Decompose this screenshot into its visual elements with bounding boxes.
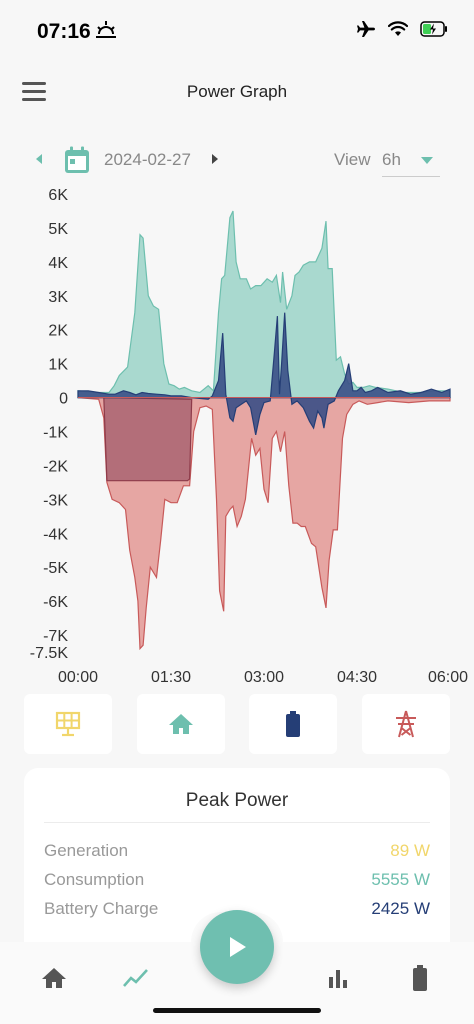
dropdown-arrow-icon	[421, 157, 433, 164]
legend-toggles	[24, 694, 450, 754]
wifi-icon	[388, 21, 408, 36]
x-tick-label: 06:00	[428, 669, 468, 686]
y-tick-label: 0	[59, 391, 68, 408]
x-tick-label: 00:00	[58, 669, 98, 686]
series-area-battery	[77, 312, 451, 436]
toggle-battery-button[interactable]	[249, 694, 338, 754]
battery-icon	[413, 965, 427, 991]
battery-icon	[286, 711, 301, 737]
sunrise-icon	[96, 21, 116, 38]
y-tick-label: 5K	[48, 221, 68, 238]
view-range-value: 6h	[382, 150, 401, 169]
y-tick-label: -2K	[43, 458, 68, 475]
y-tick-label: -5K	[43, 560, 68, 577]
menu-icon	[22, 82, 46, 85]
next-date-button[interactable]	[208, 150, 222, 168]
airplane-icon	[357, 21, 375, 37]
status-time: 07:16	[37, 20, 91, 43]
y-tick-label: 6K	[48, 187, 68, 204]
nav-battery-button[interactable]	[398, 960, 442, 996]
power-graph-chart[interactable]: 6K 5K 4K 3K 2K 1K 0 -1K -2K -3K -4K -5K -6K -7K-7.5K 0…	[0, 180, 474, 690]
peak-row-battery-charge: Battery Charge 2425 W	[44, 899, 430, 923]
view-range-select[interactable]: 6h	[382, 146, 440, 177]
y-tick-label: 1K	[48, 357, 68, 374]
y-tick-label: 3K	[48, 289, 68, 306]
peak-value: 89 W	[390, 841, 430, 860]
y-tick-label: -3K	[43, 492, 68, 509]
y-tick-label: 2K	[48, 323, 68, 340]
power-tower-icon	[395, 710, 416, 738]
peak-value: 5555 W	[371, 870, 430, 889]
view-label: View	[334, 150, 371, 169]
y-tick-label: -7K	[43, 628, 68, 645]
peak-value: 2425 W	[371, 899, 430, 918]
toggle-grid-button[interactable]	[361, 694, 450, 754]
calendar-icon[interactable]	[64, 146, 90, 174]
series-area-consumption	[77, 210, 451, 399]
divider	[44, 822, 430, 823]
nav-stats-button[interactable]	[316, 960, 360, 996]
y-tick-label: 4K	[48, 255, 68, 272]
y-tick-label: -6K	[43, 594, 68, 611]
play-icon	[230, 937, 246, 957]
date-navigation: 2024-02-27 View 6h	[0, 142, 474, 178]
previous-date-button[interactable]	[32, 150, 46, 168]
status-bar: 07:16	[0, 0, 474, 60]
y-tick-label: -4K	[43, 526, 68, 543]
selected-date[interactable]: 2024-02-27	[104, 150, 191, 169]
series-area-grid_import_overlap	[103, 396, 193, 482]
peak-label: Generation	[44, 841, 129, 860]
home-indicator	[153, 1008, 321, 1013]
peak-row-consumption: Consumption 5555 W	[44, 870, 430, 894]
nav-graph-button[interactable]	[114, 960, 158, 996]
solar-panel-icon	[55, 711, 81, 737]
play-button[interactable]	[200, 910, 274, 984]
header: Power Graph	[0, 70, 474, 114]
toggle-generation-button[interactable]	[24, 694, 112, 754]
home-icon	[168, 714, 193, 734]
x-tick-label: 01:30	[151, 669, 191, 686]
peak-label: Consumption	[44, 870, 145, 889]
peak-label: Battery Charge	[44, 899, 159, 918]
peak-row-generation: Generation 89 W	[44, 841, 430, 865]
nav-home-button[interactable]	[32, 960, 76, 996]
x-tick-label: 03:00	[244, 669, 284, 686]
x-tick-label: 04:30	[337, 669, 377, 686]
menu-button[interactable]	[22, 82, 46, 102]
bar-chart-icon	[329, 970, 347, 988]
y-tick-label: -1K	[43, 424, 68, 441]
line-chart-icon	[123, 969, 148, 987]
peak-power-title: Peak Power	[185, 790, 289, 811]
battery-status-icon	[420, 21, 447, 37]
y-tick-label: -7.5K	[30, 645, 69, 662]
home-icon	[42, 968, 66, 988]
toggle-consumption-button[interactable]	[136, 694, 225, 754]
page-title: Power Graph	[186, 82, 288, 101]
